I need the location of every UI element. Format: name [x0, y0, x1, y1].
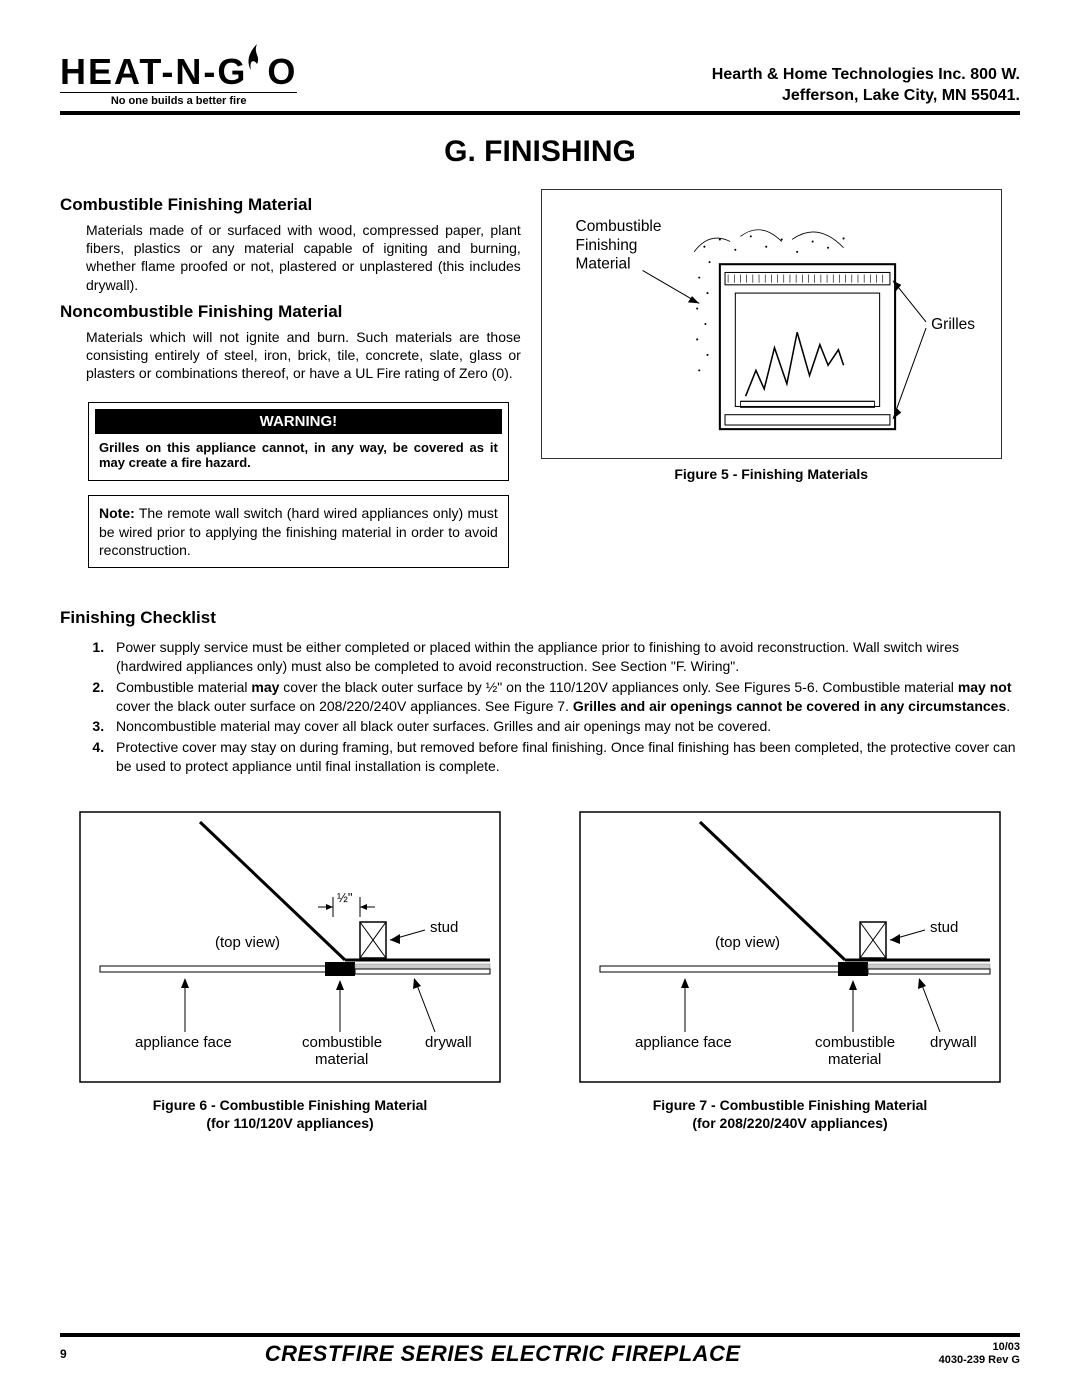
fig5-label-material-3: Material — [575, 255, 630, 272]
page-header: HEAT-N-GO No one builds a better fire He… — [60, 50, 1020, 115]
fig6-label-half: ½" — [337, 890, 353, 905]
fig7-label-drywall: drywall — [930, 1034, 977, 1051]
warning-text: Grilles on this appliance cannot, in any… — [89, 434, 508, 480]
checklist-item-1: Power supply service must be either comp… — [108, 638, 1020, 676]
combustible-heading: Combustible Finishing Material — [60, 195, 521, 215]
footer-rev: 4030-239 Rev G — [939, 1354, 1020, 1366]
bottom-figures-row: stud ½" (top view) — [60, 802, 1020, 1132]
checklist-item-2: Combustible material may cover the black… — [108, 678, 1020, 716]
fig7-label-comb-1: combustible — [815, 1034, 895, 1051]
fig6-caption-l1: Figure 6 - Combustible Finishing Materia… — [153, 1097, 428, 1113]
brand-wordmark: HEAT-N-GO — [60, 50, 297, 90]
fig6-label-topview: (top view) — [215, 934, 280, 951]
figure-6-frame: stud ½" (top view) — [60, 802, 520, 1092]
fig7-caption-l2: (for 208/220/240V appliances) — [692, 1115, 887, 1131]
figure-7-frame: stud (top view) appliance face combustib… — [560, 802, 1020, 1092]
fig5-label-material-1: Combustible — [575, 218, 661, 235]
fig5-label-grilles: Grilles — [931, 316, 975, 333]
top-two-column: Combustible Finishing Material Materials… — [60, 189, 1020, 568]
figure-6-caption: Figure 6 - Combustible Finishing Materia… — [60, 1096, 520, 1132]
figure-5-frame: Combustible Finishing Material — [541, 189, 1002, 459]
brand-logo: HEAT-N-GO No one builds a better fire — [60, 50, 297, 107]
company-line-2: Jefferson, Lake City, MN 55041. — [712, 86, 1020, 107]
fig6-caption-l2: (for 110/120V appliances) — [206, 1115, 373, 1131]
fig5-label-material-2: Finishing — [575, 237, 637, 254]
figure-7-caption: Figure 7 - Combustible Finishing Materia… — [560, 1096, 1020, 1132]
brand-tagline: No one builds a better fire — [60, 92, 297, 107]
checklist-heading: Finishing Checklist — [60, 608, 1020, 628]
figure-6-diagram: stud ½" (top view) — [60, 802, 520, 1092]
note-text: The remote wall switch (hard wired appli… — [99, 505, 498, 557]
figure-7-column: stud (top view) appliance face combustib… — [560, 802, 1020, 1132]
footer-page-number: 9 — [60, 1347, 67, 1361]
checklist-item-3: Noncombustible material may cover all bl… — [108, 717, 1020, 736]
company-line-1: Hearth & Home Technologies Inc. 800 W. — [712, 65, 1020, 86]
fig6-label-comb-2: material — [315, 1051, 368, 1068]
fig6-label-drywall: drywall — [425, 1034, 472, 1051]
page-footer: 9 CRESTFIRE SERIES ELECTRIC FIREPLACE 10… — [60, 1333, 1020, 1367]
checklist: Power supply service must be either comp… — [108, 638, 1020, 776]
fig7-caption-l1: Figure 7 - Combustible Finishing Materia… — [653, 1097, 928, 1113]
footer-date: 10/03 — [992, 1341, 1020, 1353]
fig7-label-face: appliance face — [635, 1034, 732, 1051]
combustible-text: Materials made of or surfaced with wood,… — [86, 221, 521, 294]
noncombustible-text: Materials which will not ignite and burn… — [86, 328, 521, 383]
fig6-label-comb-1: combustible — [302, 1034, 382, 1051]
fig6-label-face: appliance face — [135, 1034, 232, 1051]
right-column: Combustible Finishing Material — [541, 189, 1002, 568]
footer-title: CRESTFIRE SERIES ELECTRIC FIREPLACE — [265, 1341, 741, 1367]
noncombustible-heading: Noncombustible Finishing Material — [60, 302, 521, 322]
note-label: Note: — [99, 505, 135, 521]
warning-box: WARNING! Grilles on this appliance canno… — [88, 402, 509, 481]
fig7-label-stud: stud — [930, 919, 958, 936]
warning-label: WARNING! — [95, 409, 502, 434]
fig6-label-stud: stud — [430, 919, 458, 936]
footer-rule — [60, 1333, 1020, 1337]
figure-7-diagram: stud (top view) appliance face combustib… — [560, 802, 1020, 1092]
flame-icon — [247, 44, 267, 84]
figure-6-column: stud ½" (top view) — [60, 802, 520, 1132]
company-address: Hearth & Home Technologies Inc. 800 W. J… — [712, 65, 1020, 107]
fig7-label-topview: (top view) — [715, 934, 780, 951]
fig7-label-comb-2: material — [828, 1051, 881, 1068]
footer-revision: 10/03 4030-239 Rev G — [939, 1341, 1020, 1367]
checklist-item-4: Protective cover may stay on during fram… — [108, 738, 1020, 776]
note-box: Note: The remote wall switch (hard wired… — [88, 495, 509, 568]
left-column: Combustible Finishing Material Materials… — [60, 189, 521, 568]
section-title: G. FINISHING — [60, 135, 1020, 169]
figure-5-caption: Figure 5 - Finishing Materials — [541, 465, 1002, 483]
figure-5-diagram: Combustible Finishing Material — [542, 190, 1001, 458]
